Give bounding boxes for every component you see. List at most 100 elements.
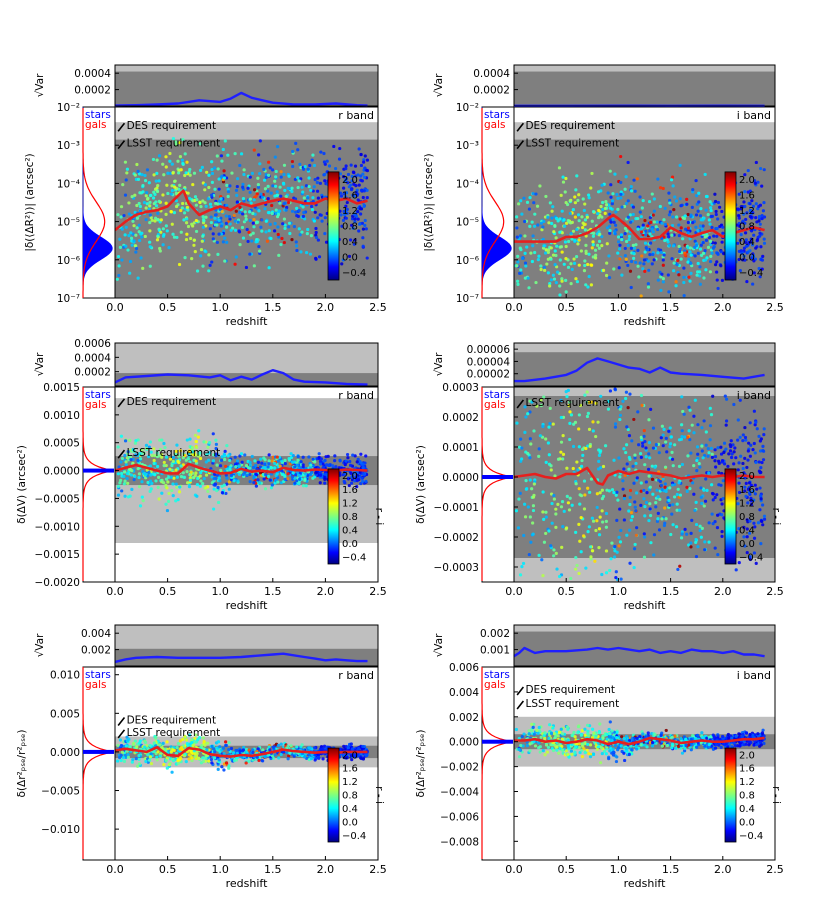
scatter-point bbox=[297, 227, 301, 231]
scatter-point bbox=[556, 457, 561, 461]
scatter-point bbox=[252, 217, 256, 222]
scatter-point bbox=[668, 198, 672, 202]
scatter-point bbox=[759, 494, 763, 498]
scatter-point bbox=[670, 175, 675, 179]
scatter-point bbox=[589, 555, 593, 559]
scatter-point bbox=[322, 151, 326, 156]
scatter-point bbox=[703, 548, 707, 552]
scatter-point bbox=[586, 285, 590, 289]
scatter-point bbox=[357, 147, 361, 151]
scatter-point bbox=[166, 191, 170, 196]
scatter-point bbox=[218, 207, 222, 211]
scatter-point bbox=[591, 210, 596, 214]
scatter-point bbox=[313, 758, 317, 762]
scatter-point bbox=[275, 190, 279, 194]
scatter-point bbox=[646, 224, 650, 228]
scatter-point bbox=[690, 518, 694, 522]
scatter-point bbox=[762, 514, 767, 518]
scatter-point bbox=[552, 554, 556, 558]
scatter-point bbox=[687, 257, 691, 261]
scatter-point bbox=[241, 472, 246, 477]
scatter-point bbox=[655, 220, 659, 224]
scatter-point bbox=[694, 537, 698, 542]
scatter-point bbox=[670, 457, 675, 461]
scatter-point bbox=[688, 246, 693, 250]
scatter-point bbox=[712, 234, 716, 238]
scatter-point bbox=[743, 204, 747, 209]
scatter-point bbox=[741, 258, 745, 262]
scatter-point bbox=[291, 453, 295, 458]
scatter-point bbox=[638, 195, 642, 199]
scatter-point bbox=[669, 178, 674, 182]
scatter-point bbox=[193, 250, 197, 254]
scatter-point bbox=[696, 545, 700, 549]
scatter-point bbox=[558, 217, 562, 221]
scatter-point bbox=[517, 202, 521, 206]
scatter-point bbox=[682, 412, 686, 416]
scatter-point bbox=[266, 173, 271, 177]
scatter-point bbox=[685, 202, 689, 206]
scatter-point bbox=[220, 455, 224, 459]
scatter-point bbox=[273, 221, 277, 226]
scatter-point bbox=[252, 225, 256, 229]
y-tick-label: 10⁻⁵ bbox=[57, 217, 80, 229]
scatter-point bbox=[194, 229, 199, 234]
scatter-point bbox=[221, 746, 226, 750]
scatter-point bbox=[546, 215, 550, 219]
scatter-point bbox=[173, 179, 177, 183]
scatter-point bbox=[708, 222, 712, 226]
scatter-point bbox=[711, 492, 715, 496]
scatter-point bbox=[652, 197, 656, 201]
scatter-point bbox=[694, 225, 698, 229]
scatter-point bbox=[537, 454, 541, 458]
scatter-point bbox=[222, 176, 227, 180]
scatter-point bbox=[219, 154, 224, 158]
scatter-point bbox=[295, 206, 299, 210]
top-y-tick-label: 0.0004 bbox=[74, 68, 111, 80]
scatter-point bbox=[241, 182, 245, 186]
scatter-point bbox=[120, 227, 124, 231]
scatter-point bbox=[127, 201, 131, 205]
scatter-point bbox=[673, 195, 677, 199]
scatter-point bbox=[204, 756, 208, 760]
scatter-point bbox=[564, 200, 568, 205]
x-tick-label: 2.0 bbox=[317, 863, 335, 876]
scatter-point bbox=[715, 493, 719, 497]
scatter-point bbox=[663, 485, 667, 489]
scatter-point bbox=[290, 209, 295, 213]
scatter-point bbox=[171, 136, 176, 141]
scatter-point bbox=[625, 239, 629, 244]
colorbar-tick-label: 0.8 bbox=[342, 791, 358, 802]
scatter-point bbox=[309, 234, 314, 238]
scatter-point bbox=[642, 555, 647, 559]
scatter-point bbox=[316, 755, 320, 759]
scatter-point bbox=[685, 197, 689, 201]
scatter-point bbox=[515, 235, 519, 239]
scatter-point bbox=[204, 215, 208, 219]
scatter-point bbox=[524, 479, 528, 483]
scatter-point bbox=[305, 232, 309, 236]
scatter-point bbox=[266, 196, 270, 201]
scatter-point bbox=[531, 504, 536, 508]
requirement-label: DES requirement bbox=[525, 120, 615, 132]
scatter-point bbox=[678, 249, 682, 254]
scatter-point bbox=[707, 235, 712, 240]
scatter-point bbox=[301, 214, 306, 219]
scatter-point bbox=[720, 513, 724, 517]
scatter-point bbox=[137, 762, 141, 766]
scatter-point bbox=[685, 532, 689, 536]
scatter-point bbox=[701, 240, 705, 245]
scatter-point bbox=[306, 196, 310, 200]
scatter-point bbox=[323, 481, 327, 485]
scatter-point bbox=[642, 258, 647, 262]
scatter-point bbox=[683, 253, 687, 257]
scatter-point bbox=[319, 213, 323, 217]
scatter-point bbox=[643, 269, 647, 273]
colorbar-tick-label: 2.0 bbox=[342, 175, 358, 186]
scatter-point bbox=[610, 202, 614, 206]
scatter-point bbox=[323, 477, 327, 481]
band-label: r band bbox=[338, 109, 374, 122]
scatter-point bbox=[715, 270, 719, 274]
scatter-point bbox=[575, 174, 579, 178]
scatter-point bbox=[621, 487, 625, 491]
